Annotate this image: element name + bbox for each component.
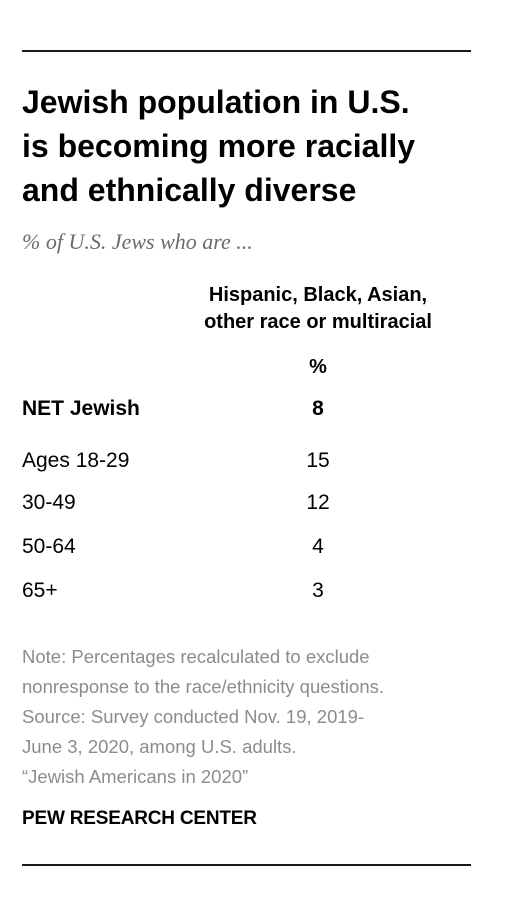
top-divider: [22, 50, 471, 52]
row-label: NET Jewish: [22, 397, 140, 420]
title-line-3: and ethnically diverse: [22, 172, 357, 208]
row-value: 12: [306, 491, 330, 514]
unit-label: %: [309, 356, 327, 378]
table-row-50-64: 50-64 4: [22, 532, 472, 562]
chart-title: Jewish population in U.S. is becoming mo…: [22, 80, 492, 212]
row-label: Ages 18-29: [22, 449, 130, 472]
row-label: 30-49: [22, 491, 76, 514]
bottom-divider: [22, 864, 471, 866]
table-row-ages-18-29: Ages 18-29 15: [22, 446, 472, 476]
table-row-net-jewish: NET Jewish 8: [22, 394, 472, 424]
column-header-line-1: Hispanic, Black, Asian,: [208, 284, 428, 306]
table-row-30-49: 30-49 12: [22, 488, 472, 518]
row-value: 4: [312, 535, 324, 558]
footnotes: Note: Percentages recalculated to exclud…: [22, 642, 492, 792]
title-line-2: is becoming more racially: [22, 128, 416, 164]
row-label: 50-64: [22, 535, 76, 558]
report-title: “Jewish Americans in 2020”: [22, 766, 249, 787]
brand-logo-text: PEW RESEARCH CENTER: [22, 808, 257, 829]
source-line-2: June 3, 2020, among U.S. adults.: [22, 736, 297, 757]
row-value: 3: [312, 579, 324, 602]
note-line-2: nonresponse to the race/ethnicity questi…: [22, 676, 385, 697]
row-value: 15: [306, 449, 330, 472]
chart-subtitle: % of U.S. Jews who are ...: [22, 229, 253, 254]
row-value: 8: [312, 397, 324, 420]
row-label: 65+: [22, 579, 58, 602]
column-header: Hispanic, Black, Asian, other race or mu…: [170, 282, 466, 336]
note-line-1: Note: Percentages recalculated to exclud…: [22, 646, 370, 667]
unit-row: %: [22, 352, 472, 382]
column-header-line-2: other race or multiracial: [204, 311, 432, 333]
source-line-1: Source: Survey conducted Nov. 19, 2019-: [22, 706, 365, 727]
table-row-65-plus: 65+ 3: [22, 576, 472, 606]
title-line-1: Jewish population in U.S.: [22, 84, 410, 120]
